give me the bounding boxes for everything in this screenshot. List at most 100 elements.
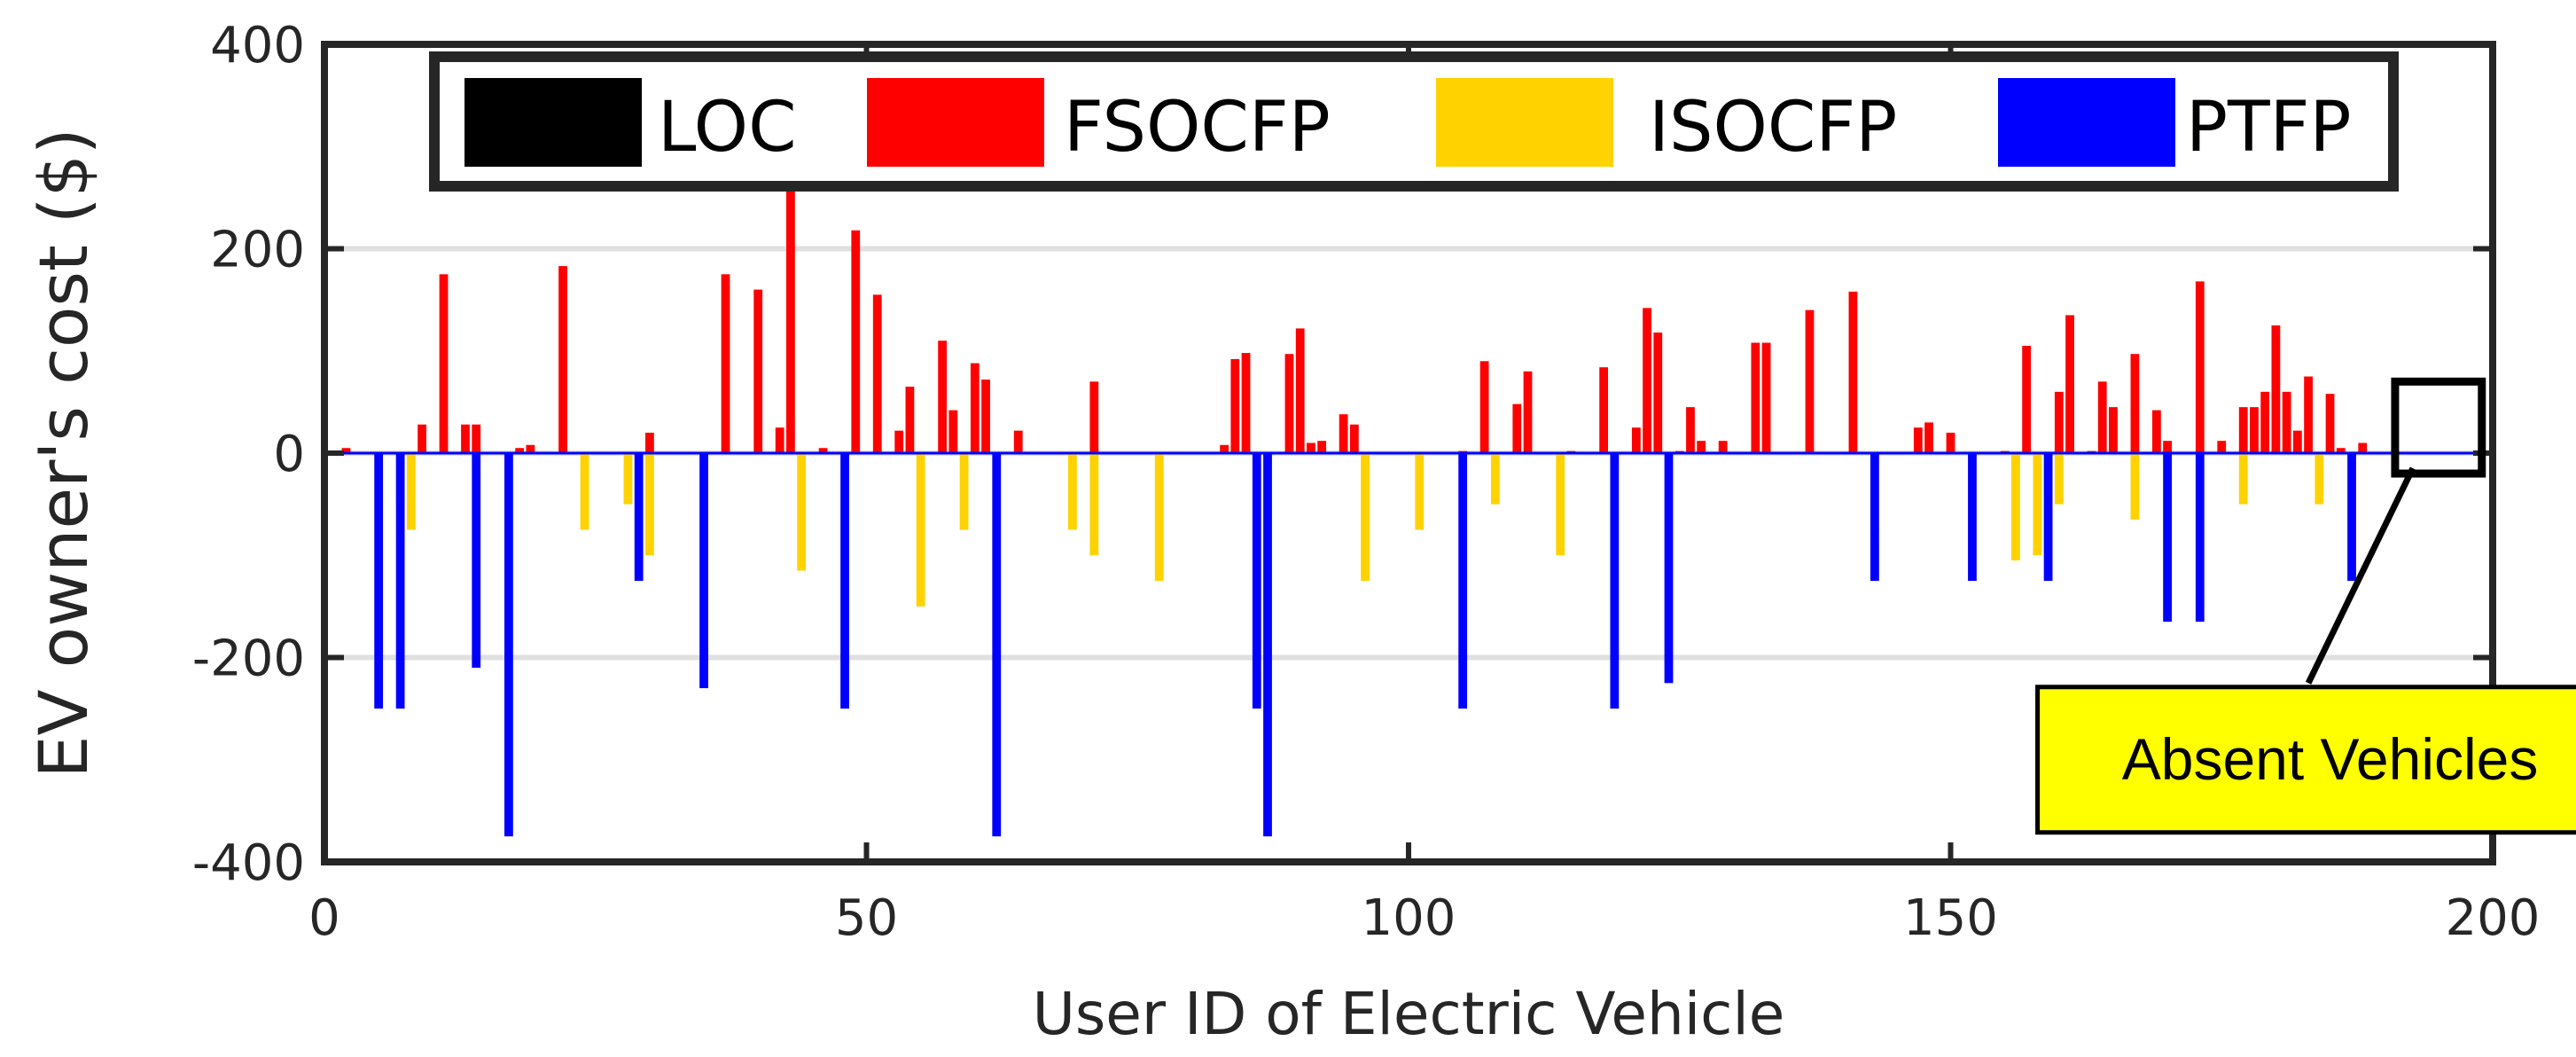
- bar-fsocfp: [2325, 394, 2335, 453]
- bar-fsocfp: [2022, 345, 2032, 453]
- legend-label-isocfp: ISOCFP: [1649, 88, 1897, 168]
- bar-ptfp: [1610, 453, 1620, 709]
- bar-ptfp: [1263, 453, 1272, 837]
- bar-fsocfp: [1718, 441, 1728, 453]
- bar-fsocfp: [1913, 427, 1923, 453]
- bar-fsocfp: [2195, 281, 2205, 453]
- bar-fsocfp: [2238, 407, 2248, 453]
- x-tick-label: 100: [1362, 889, 1456, 947]
- bar-fsocfp: [753, 289, 763, 453]
- bar-fsocfp: [2250, 407, 2259, 453]
- bar-fsocfp: [721, 274, 730, 453]
- y-tick-label: -200: [192, 630, 305, 688]
- bar-fsocfp: [970, 363, 980, 453]
- annotation-label: Absent Vehicles: [2122, 726, 2539, 792]
- bar-fsocfp: [558, 266, 567, 453]
- bar-fsocfp: [785, 182, 795, 453]
- bar-fsocfp: [2065, 315, 2074, 453]
- bar-fsocfp: [1805, 309, 1815, 453]
- bar-fsocfp: [818, 448, 828, 453]
- bar-fsocfp: [894, 430, 904, 453]
- bar-fsocfp: [1220, 444, 1229, 453]
- x-tick-label: 200: [2446, 889, 2541, 947]
- bar-fsocfp: [439, 274, 449, 453]
- bar-isocfp: [797, 453, 807, 571]
- annotation-label-box: [2035, 685, 2576, 835]
- bar-fsocfp: [1924, 422, 1933, 453]
- bar-fsocfp: [2358, 442, 2368, 453]
- y-tick-label: 400: [210, 17, 305, 74]
- bar-isocfp: [1415, 453, 1425, 530]
- bar-fsocfp: [1697, 441, 1706, 453]
- bar-isocfp: [959, 453, 969, 530]
- bar-ptfp: [395, 453, 405, 709]
- bar-fsocfp: [2163, 441, 2172, 453]
- bar-ptfp: [2043, 453, 2053, 582]
- bar-ptfp: [2195, 453, 2205, 622]
- bar-isocfp: [916, 453, 925, 607]
- bar-fsocfp: [2054, 391, 2064, 453]
- bar-fsocfp: [2282, 391, 2291, 453]
- bar-isocfp: [1154, 453, 1164, 582]
- bar-ptfp: [2163, 453, 2172, 622]
- bars: [341, 182, 2368, 837]
- bar-ptfp: [840, 453, 849, 709]
- bar-ptfp: [1968, 453, 1977, 582]
- bar-fsocfp: [461, 424, 470, 453]
- bar-isocfp: [2033, 453, 2042, 556]
- bar-fsocfp: [775, 427, 785, 453]
- y-tick-label: 0: [273, 426, 305, 483]
- bar-fsocfp: [645, 432, 654, 453]
- legend-swatch-loc: [464, 78, 642, 167]
- bar-isocfp: [1490, 453, 1500, 505]
- bar-fsocfp: [872, 294, 882, 453]
- bar-fsocfp: [515, 448, 525, 453]
- bar-fsocfp: [938, 341, 948, 453]
- x-axis-label: User ID of Electric Vehicle: [1033, 980, 1785, 1048]
- bar-ptfp: [472, 453, 481, 669]
- bar-fsocfp: [2217, 441, 2227, 453]
- bar-fsocfp: [905, 387, 915, 453]
- y-tick-label: 200: [210, 222, 305, 279]
- bar-fsocfp: [2097, 381, 2107, 453]
- bar-fsocfp: [2271, 325, 2281, 453]
- bar-fsocfp: [1349, 424, 1359, 453]
- bar-isocfp: [2238, 453, 2248, 505]
- y-axis-label: EV owner's cost ($): [24, 128, 103, 778]
- bar-fsocfp: [2151, 410, 2161, 453]
- bar-fsocfp: [1946, 432, 1955, 453]
- bar-isocfp: [1089, 453, 1099, 556]
- bar-fsocfp: [1631, 427, 1641, 453]
- bar-fsocfp: [1848, 291, 1858, 453]
- legend-label-ptfp: PTFP: [2186, 88, 2352, 168]
- bar-fsocfp: [948, 410, 958, 453]
- bar-fsocfp: [2109, 407, 2118, 453]
- bar-fsocfp: [2304, 376, 2313, 453]
- legend-swatch-fsocfp: [867, 78, 1044, 167]
- legend: LOC FSOCFP ISOCFP PTFP: [429, 51, 2399, 192]
- bar-fsocfp: [1013, 430, 1023, 453]
- bar-fsocfp: [1295, 328, 1305, 453]
- bar-fsocfp: [2292, 430, 2302, 453]
- bar-isocfp: [2054, 453, 2064, 505]
- y-axis-ticks: -400 -200 0 200 400: [192, 17, 2493, 892]
- bar-ptfp: [1458, 453, 1468, 709]
- bar-fsocfp: [1284, 354, 1294, 453]
- bar-fsocfp: [1241, 353, 1251, 453]
- legend-label-loc: LOC: [658, 88, 797, 168]
- x-axis-ticks: 0 50 100 150 200: [308, 44, 2540, 947]
- bar-fsocfp: [1751, 342, 1760, 453]
- bar-fsocfp: [1317, 441, 1327, 453]
- bar-fsocfp: [2260, 391, 2270, 453]
- x-tick-label: 0: [308, 889, 340, 947]
- bar-isocfp: [623, 453, 633, 505]
- bar-fsocfp: [851, 230, 861, 453]
- bar-fsocfp: [2336, 448, 2346, 453]
- bar-ptfp: [1870, 453, 1879, 582]
- bar-fsocfp: [1653, 333, 1663, 453]
- bar-fsocfp: [1512, 403, 1522, 453]
- bar-isocfp: [406, 453, 416, 530]
- bar-isocfp: [2314, 453, 2324, 505]
- y-tick-label: -400: [192, 834, 305, 892]
